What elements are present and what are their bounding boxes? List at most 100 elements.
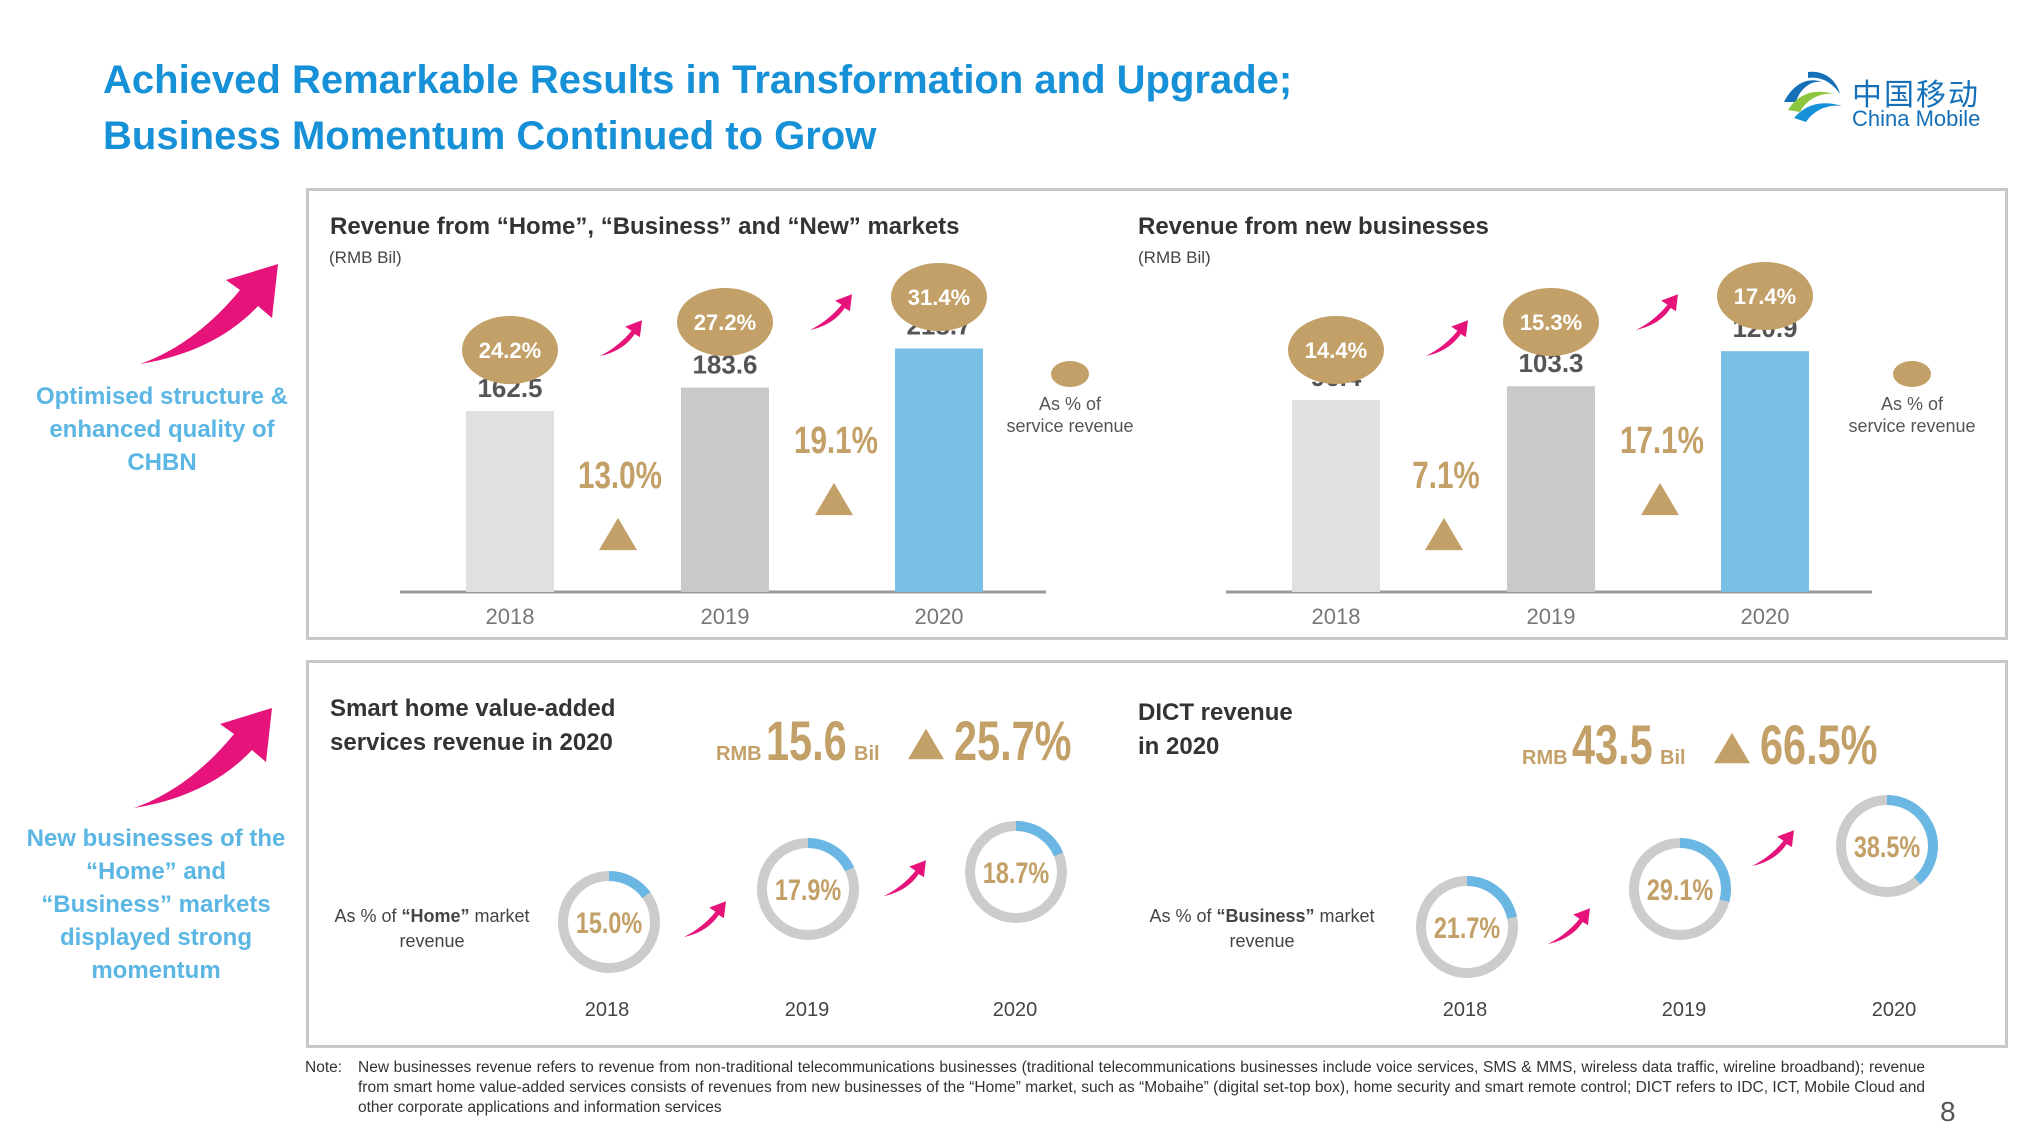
side-arrow-bottom-icon [134, 708, 272, 808]
chart1-legend-swatch [1051, 361, 1089, 387]
chart-title-line: DICT revenue [1138, 699, 1293, 726]
chart2-legend-line-2: service revenue [1848, 416, 1975, 436]
chart2-share-arrow-2-icon [1636, 294, 1678, 330]
chart4-tick-2018: 2018 [1443, 999, 1488, 1021]
chart3-headline-value: 15.6 [766, 710, 847, 773]
chart3-tick-2019: 2019 [785, 999, 830, 1021]
chart1-share-arrow-2-icon [810, 294, 852, 330]
side-label-line: CHBN [127, 449, 197, 476]
chart4-donut-2019-fill [1629, 838, 1731, 940]
chart2-growth-triangle-1-icon [1425, 517, 1463, 551]
chart3-headline-suffix: Bil [854, 743, 880, 765]
chart4-tick-2019: 2019 [1662, 999, 1707, 1021]
chart1-bar-2020 [895, 348, 983, 592]
chart-title-line: Smart home value-added [330, 695, 616, 722]
chart3-headline-growth: 25.7% [954, 710, 1071, 773]
chart1-growth-label-1: 13.0% [578, 455, 662, 497]
chart3-headline-triangle-icon [908, 728, 944, 760]
chart1-growth-triangle-1-icon [599, 517, 637, 551]
chart1-tick-2019: 2019 [701, 604, 750, 629]
chart2-tick-2018: 2018 [1312, 604, 1361, 629]
chart4-headline-prefix: RMB [1522, 747, 1568, 769]
chart-title-dict: DICT revenue in 2020 [1138, 696, 1293, 764]
side-label-line: New businesses of the [26, 825, 286, 852]
chart-title-new-business-revenue: Revenue from new businesses [1138, 213, 1489, 240]
chart2-bar-2019 [1507, 386, 1595, 592]
chart2-growth-triangle-2-icon [1641, 482, 1679, 516]
chart2-tick-2020: 2020 [1741, 604, 1790, 629]
chart2-growth-label-2: 17.1% [1620, 420, 1704, 462]
top-panel [306, 188, 2008, 640]
side-arrow-top-icon [140, 264, 278, 364]
chart4-donut-2020-fill [1836, 795, 1938, 897]
chart4-headline-value: 43.5 [1572, 714, 1653, 777]
chart2-bar-2018 [1292, 399, 1380, 592]
chart2-growth-label-1: 7.1% [1412, 455, 1480, 497]
side-label-line: displayed strong [59, 924, 253, 951]
china-mobile-logo: 中国移动 China Mobile [1778, 64, 1998, 144]
side-label-line: Optimised structure & [35, 383, 289, 410]
chart3-arrow-1-icon [684, 901, 726, 937]
chart2-legend-line-1: As % of [1881, 394, 1944, 414]
chart2-share-label-2020: 17.4% [1734, 284, 1796, 309]
chart4-donut-2019-label: 29.1% [1647, 873, 1713, 906]
chart1-share-arrow-1-icon [600, 320, 642, 356]
chart2-share-label-2019: 15.3% [1520, 310, 1582, 335]
chart3-tick-2020: 2020 [993, 999, 1038, 1021]
title-line-2: Business Momentum Continued to Grow [103, 114, 877, 158]
chart4-donut-2018-fill [1416, 876, 1518, 978]
chart3-headline-prefix: RMB [716, 743, 762, 765]
chart1-legend-line-2: service revenue [1006, 416, 1133, 436]
side-label-line: “Business” markets [41, 891, 271, 918]
chart2-share-bubble-2019 [1503, 288, 1599, 356]
footnote-lead: Note: [305, 1059, 343, 1076]
chart4-donut-2020-label: 38.5% [1854, 830, 1920, 863]
chart1-tick-2020: 2020 [915, 604, 964, 629]
chart4-desc-line-2: revenue [1229, 931, 1294, 951]
chart1-share-bubble-2018 [462, 316, 558, 384]
chart3-tick-2018: 2018 [585, 999, 630, 1021]
footnote-text: New businesses revenue refers to revenue… [358, 1059, 1925, 1116]
chart4-headline-triangle-icon [1714, 732, 1750, 764]
chart3-donut-2018-label: 15.0% [576, 906, 642, 939]
chart-unit-new-business: (RMB Bil) [1138, 248, 1211, 267]
chart2-bar-2020 [1721, 351, 1809, 592]
chart1-tick-2018: 2018 [486, 604, 535, 629]
chart4-arrow-1-icon [1548, 908, 1590, 944]
side-label-line: momentum [91, 957, 221, 984]
chart4-donut-2018-label: 21.7% [1434, 911, 1500, 944]
chart3-arrow-2-icon [884, 860, 926, 896]
page-number: 8 [1940, 1096, 1956, 1127]
chart2-share-bubble-2020 [1717, 262, 1813, 330]
chart2-legend-swatch [1893, 361, 1931, 387]
chart2-share-arrow-1-icon [1426, 320, 1468, 356]
logo-mark-icon [1784, 71, 1842, 122]
chart4-headline-suffix: Bil [1660, 747, 1686, 769]
bottom-panel [306, 660, 2008, 1048]
chart4-headline-growth: 66.5% [1760, 714, 1877, 777]
logo-english-text: China Mobile [1852, 106, 1981, 131]
title-line-1: Achieved Remarkable Results in Transform… [103, 58, 1293, 102]
chart1-legend-line-1: As % of [1039, 394, 1102, 414]
side-label-line: enhanced quality of [49, 416, 275, 443]
chart-title-line: services revenue in 2020 [330, 729, 613, 756]
chart2-share-bubble-2018 [1288, 316, 1384, 384]
footnote: Note: New businesses revenue refers to r… [305, 1058, 1925, 1118]
chart1-bar-2019 [681, 387, 769, 592]
chart1-share-bubble-2020 [891, 263, 987, 331]
chart3-desc-line-1: As % of “Home” market [334, 906, 529, 926]
side-label-line: “Home” and [85, 858, 226, 885]
chart1-share-label-2019: 27.2% [694, 310, 756, 335]
chart3-donut-2019-label: 17.9% [775, 873, 841, 906]
chart1-growth-label-2: 19.1% [794, 420, 878, 462]
side-label-new-businesses: New businesses of the “Home” and “Busine… [16, 822, 296, 987]
chart3-donut-2020-label: 18.7% [983, 856, 1049, 889]
chart1-share-label-2020: 31.4% [908, 285, 970, 310]
chart2-tick-2019: 2019 [1527, 604, 1576, 629]
chart1-share-label-2018: 24.2% [479, 338, 541, 363]
chart3-desc-line-2: revenue [399, 931, 464, 951]
chart3-donut-2018-fill [558, 871, 660, 973]
chart-title-chbn-revenue: Revenue from “Home”, “Business” and “New… [330, 213, 960, 240]
chart4-tick-2020: 2020 [1872, 999, 1917, 1021]
